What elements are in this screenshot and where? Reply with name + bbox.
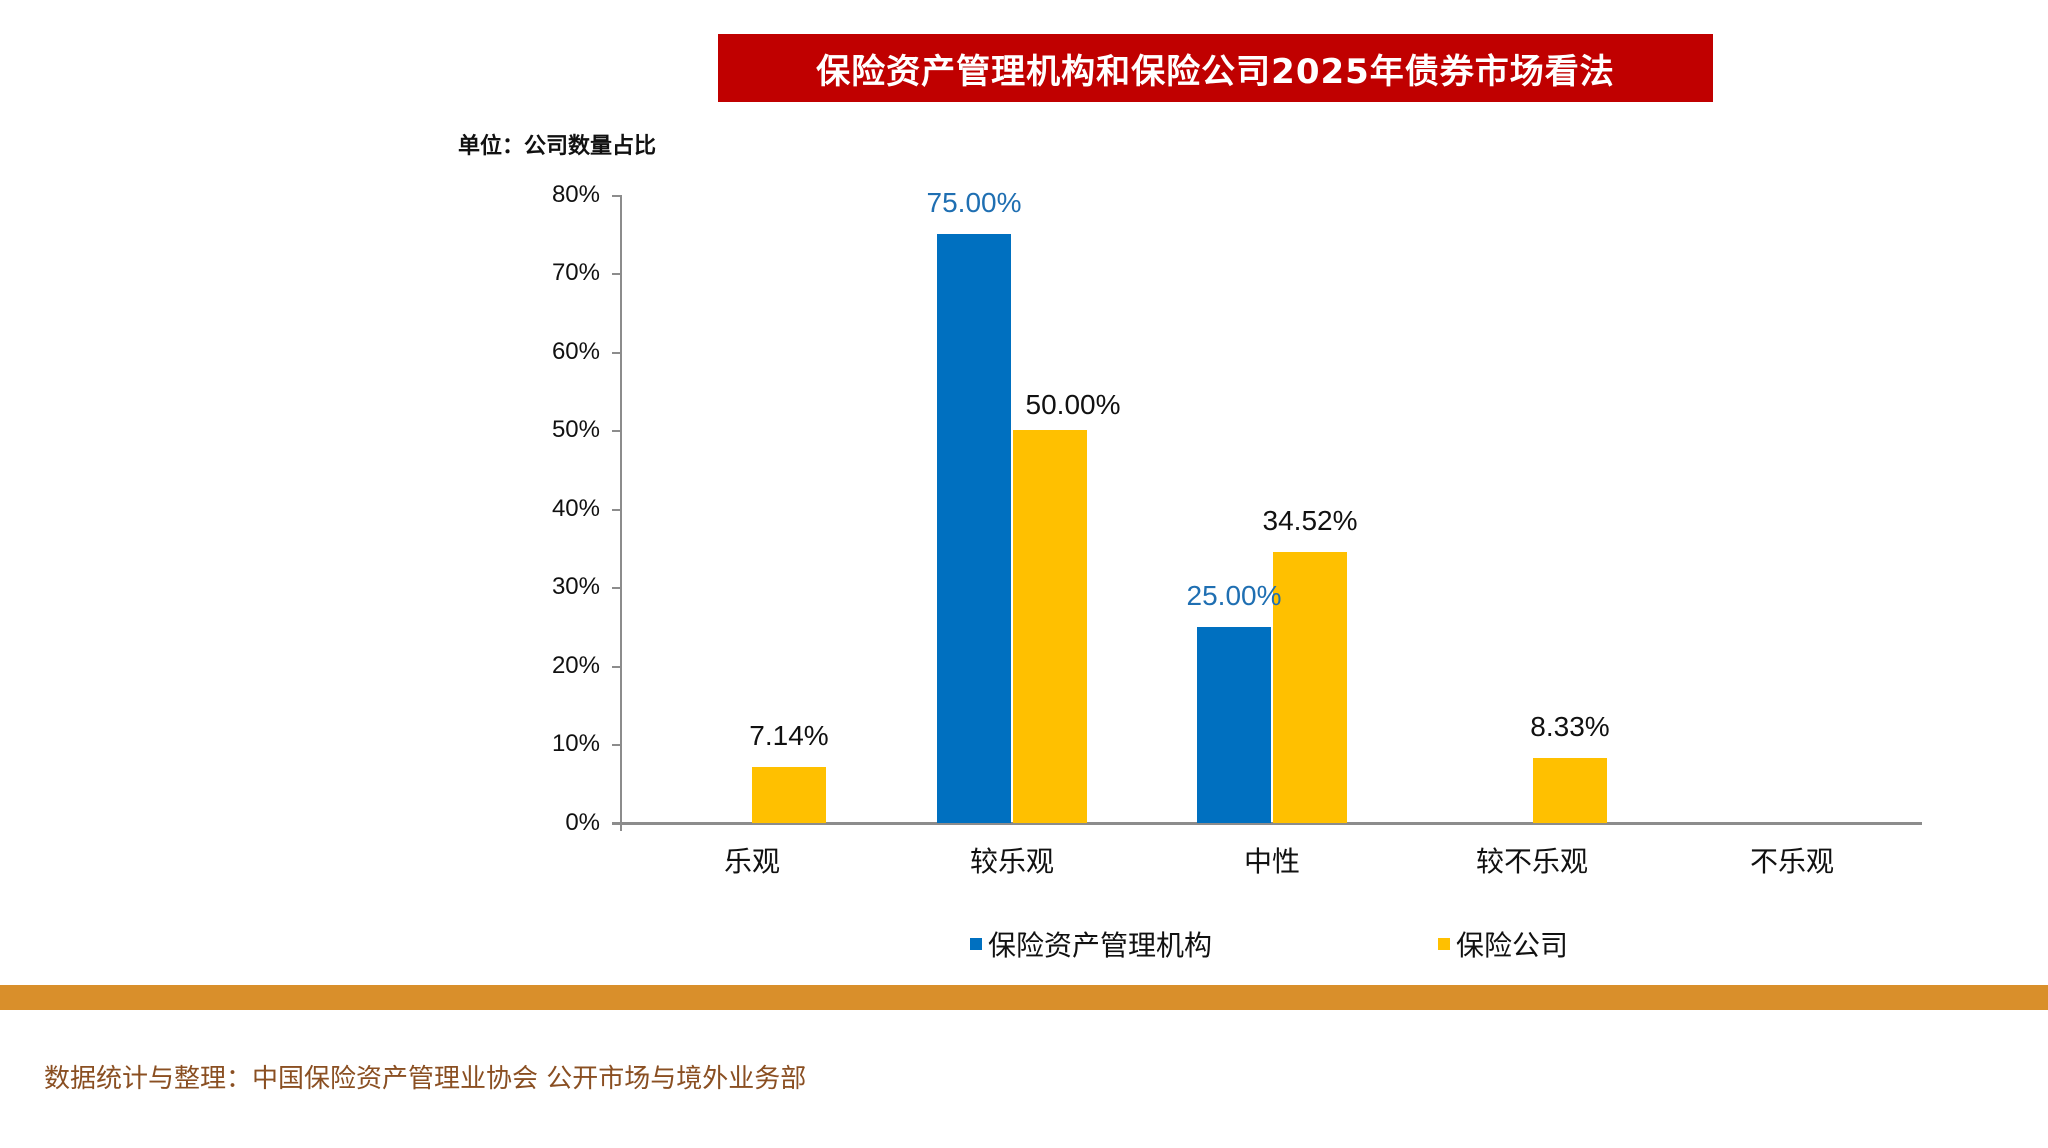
data-label: 8.33% <box>1530 711 1610 742</box>
y-tick-label: 0% <box>565 809 600 836</box>
x-category-label: 乐观 <box>723 845 780 878</box>
x-category-label: 中性 <box>1243 845 1300 878</box>
legend-label: 保险公司 <box>1456 929 1569 962</box>
y-tick <box>612 587 621 589</box>
data-label: 50.00% <box>1025 389 1121 420</box>
bar-insurer-fairly-pessimistic <box>1533 758 1607 823</box>
y-tick <box>612 430 621 432</box>
bar-chart: 80% 70% 60% 50% 40% 30% 20% 10% 0% 7.14%… <box>551 181 1922 962</box>
y-tick <box>612 744 621 746</box>
bar-asset-mgr-fairly-optimistic <box>937 234 1011 823</box>
y-tick-label: 70% <box>551 259 600 286</box>
data-label: 7.14% <box>749 720 829 751</box>
data-label: 34.52% <box>1262 505 1358 536</box>
y-tick-label: 20% <box>551 652 600 679</box>
y-tick-label: 80% <box>551 181 600 208</box>
y-tick-label: 40% <box>551 495 600 522</box>
y-tick-label: 30% <box>551 573 600 600</box>
y-tick <box>612 273 621 275</box>
data-label: 75.00% <box>926 187 1022 218</box>
y-axis <box>620 195 622 831</box>
bar-asset-mgr-neutral <box>1197 627 1271 823</box>
y-tick <box>612 195 621 197</box>
footer-band <box>0 985 2048 1010</box>
y-tick <box>612 509 621 511</box>
y-tick-label: 50% <box>551 416 600 443</box>
y-tick-label: 10% <box>551 730 600 757</box>
chart-title-banner: 保险资产管理机构和保险公司2025年债券市场看法 <box>718 34 1713 102</box>
legend-item-insurers: 保险公司 <box>1438 924 1568 964</box>
unit-label: 单位：公司数量占比 <box>458 134 657 159</box>
y-tick <box>612 352 621 354</box>
source-note: 数据统计与整理：中国保险资产管理业协会 公开市场与境外业务部 <box>44 1064 807 1094</box>
x-category-label: 不乐观 <box>1749 845 1834 878</box>
legend-item-asset-managers: 保险资产管理机构 <box>970 924 1212 964</box>
bar-insurer-neutral <box>1273 552 1347 823</box>
legend-swatch-blue <box>970 938 982 950</box>
x-category-label: 较不乐观 <box>1475 845 1588 878</box>
x-category-label: 较乐观 <box>969 845 1054 878</box>
y-tick-label: 60% <box>551 338 600 365</box>
legend-swatch-yellow <box>1438 938 1450 950</box>
chart-title: 保险资产管理机构和保险公司2025年债券市场看法 <box>816 51 1615 92</box>
bar-insurer-fairly-optimistic <box>1013 430 1087 823</box>
data-label: 25.00% <box>1186 580 1282 611</box>
bar-insurer-optimistic <box>752 767 826 823</box>
x-axis <box>612 822 1922 825</box>
y-tick <box>612 666 621 668</box>
legend-label: 保险资产管理机构 <box>988 929 1213 962</box>
